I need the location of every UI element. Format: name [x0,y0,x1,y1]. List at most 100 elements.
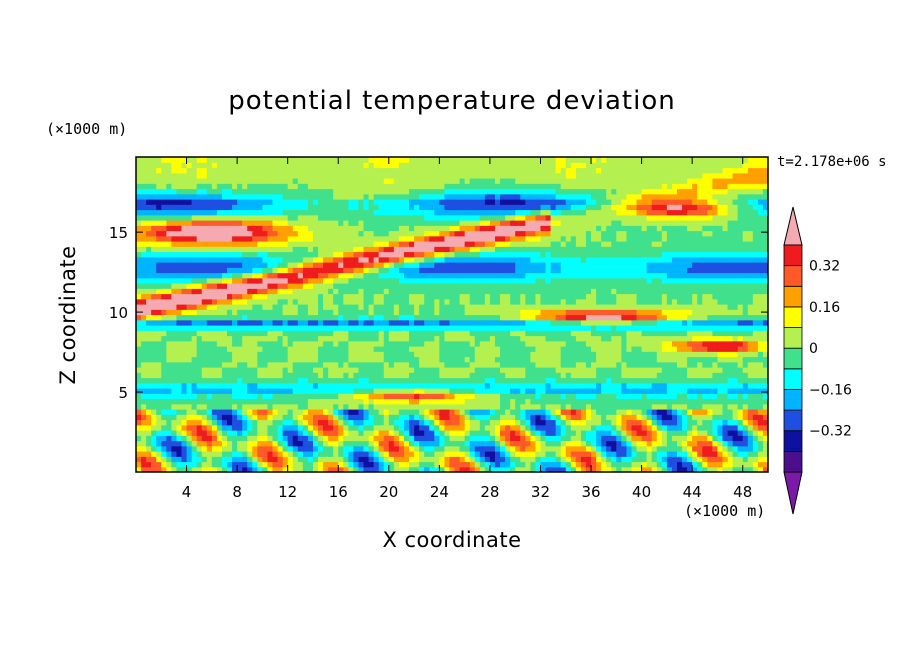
field-cell [737,398,744,405]
field-cell [545,304,552,310]
field-cell [661,314,668,321]
field-cell [732,388,739,394]
field-cell [747,356,754,363]
field-cell [262,351,269,358]
field-cell [510,377,516,384]
field-cell [232,424,238,431]
field-cell [419,409,425,415]
field-cell [201,351,208,358]
field-cell [247,314,253,321]
field-cell [146,430,152,436]
field-cell [464,466,471,472]
field-cell [545,466,552,472]
field-cell [762,419,768,426]
field-cell [176,440,183,447]
field-cell [606,403,612,410]
field-cell [520,288,526,295]
field-cell [535,277,542,284]
field-cell [338,372,344,379]
field-cell [312,419,319,426]
field-cell [262,272,269,279]
field-cell [343,304,349,310]
field-cell [434,293,440,300]
field-cell [262,403,269,410]
field-cell [378,430,385,436]
field-cell [646,419,653,426]
field-cell [646,277,653,284]
field-cell [737,451,744,457]
field-cell [666,351,673,358]
field-cell [570,293,577,300]
field-cell [717,314,724,321]
field-cell [171,367,178,373]
field-cell [580,393,587,400]
field-cell [368,293,375,300]
field-cell [363,367,370,373]
field-cell [596,372,602,379]
field-cell [419,414,425,421]
field-cell [221,346,228,352]
field-cell [292,293,299,300]
field-cell [757,330,764,337]
field-cell [272,451,279,457]
field-cell [661,409,668,415]
field-cell [181,440,188,447]
field-cell [353,277,360,284]
field-cell [414,351,420,358]
field-cell [156,346,162,352]
field-cell [166,451,172,457]
field-cell [727,356,734,363]
field-cell [363,419,370,426]
field-cell [191,456,198,463]
field-cell [596,419,602,426]
field-cell [661,388,668,394]
field-cell [752,435,759,442]
field-cell [257,277,263,284]
field-cell [211,456,218,463]
field-cell [141,309,147,316]
field-cell [494,298,501,305]
field-cell [570,314,577,321]
field-cell [530,440,537,447]
field-cell [712,409,719,415]
field-cell [616,351,622,358]
field-cell [348,330,355,337]
field-cell [201,409,208,415]
field-cell [646,430,653,436]
field-cell [323,367,329,373]
field-cell [717,304,724,310]
field-cell [191,435,198,442]
field-cell [712,346,719,352]
field-cell [661,319,668,326]
field-cell [515,430,521,436]
field-cell [272,262,279,268]
field-cell [297,419,304,426]
field-cell [682,325,688,331]
field-cell [747,419,754,426]
field-cell [141,267,147,274]
field-cell [262,456,269,463]
field-cell [606,335,612,342]
field-cell [505,466,511,472]
field-cell [697,262,703,268]
field-cell [525,293,531,300]
field-cell [555,393,562,400]
field-cell [307,346,314,352]
field-cell [464,409,471,415]
field-cell [560,440,567,447]
field-cell [621,346,628,352]
field-cell [429,393,435,400]
field-cell [540,335,547,342]
field-cell [368,403,375,410]
field-cell [277,451,284,457]
field-cell [186,283,193,289]
field-cell [136,272,142,279]
field-cell [742,456,749,463]
field-cell [201,340,208,347]
field-cell [535,304,542,310]
field-cell [141,456,147,463]
field-cell [434,466,440,472]
field-cell [227,398,233,405]
field-cell [136,440,142,447]
field-cell [530,319,537,326]
